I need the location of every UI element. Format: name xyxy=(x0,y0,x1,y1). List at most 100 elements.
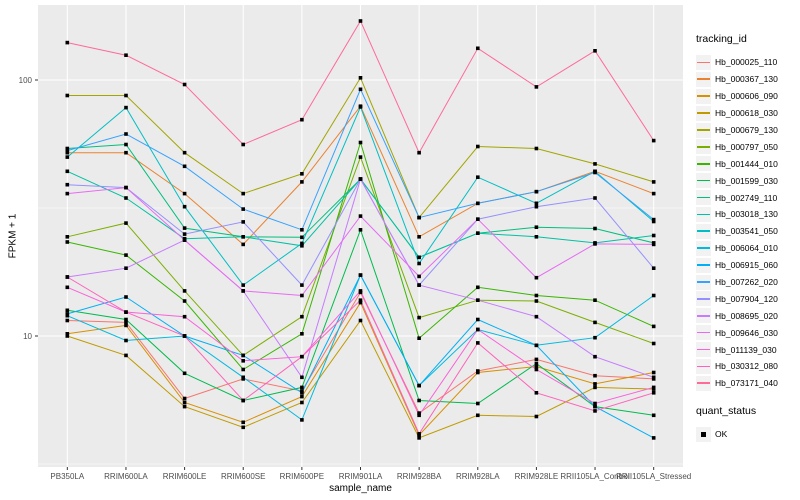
legend-entry-Hb_000618_030: Hb_000618_030 xyxy=(696,105,800,122)
legend-title-quant-status: quant_status xyxy=(696,404,757,417)
legend-label-Hb_008695_020: Hb_008695_020 xyxy=(715,310,778,321)
legend-entry-Hb_011139_030: Hb_011139_030 xyxy=(696,341,800,358)
legend-key-Hb_001444_010 xyxy=(696,156,711,172)
legend-entry-Hb_000797_050: Hb_000797_050 xyxy=(696,138,800,155)
line-swatch-icon xyxy=(697,95,710,97)
line-swatch-icon xyxy=(697,61,710,64)
legend-entry-Hb_001444_010: Hb_001444_010 xyxy=(696,155,800,172)
line-swatch-icon xyxy=(697,314,710,317)
line-swatch-icon xyxy=(697,230,710,233)
legend-label-Hb_006915_060: Hb_006915_060 xyxy=(715,260,778,271)
legend-entry-Hb_007904_120: Hb_007904_120 xyxy=(696,290,800,307)
axis-ticks xyxy=(35,79,655,470)
legend-entry-Hb_030312_080: Hb_030312_080 xyxy=(696,358,800,375)
legend-key-Hb_011139_030 xyxy=(696,342,711,358)
line-swatch-icon xyxy=(697,281,710,283)
legend-key-Hb_003541_050 xyxy=(696,223,711,239)
legend-key-Hb_000797_050 xyxy=(696,139,711,155)
line-swatch-icon xyxy=(697,213,710,216)
legend-quant-status: quant_status OK xyxy=(696,405,800,443)
legend-label-Hb_011139_030: Hb_011139_030 xyxy=(715,344,777,355)
legend-entries-tracking-id: Hb_000025_110 Hb_000367_130 Hb_000606_090 H… xyxy=(696,54,800,392)
legend-label-Hb_007262_020: Hb_007262_020 xyxy=(715,277,778,288)
legend-entry-Hb_007262_020: Hb_007262_020 xyxy=(696,274,800,291)
legend-label-Hb_073171_040: Hb_073171_040 xyxy=(715,378,778,389)
legend-entry-Hb_009646_030: Hb_009646_030 xyxy=(696,324,800,341)
line-swatch-icon xyxy=(697,298,710,300)
legend-key-Hb_000025_110 xyxy=(696,54,711,70)
legend-label-Hb_009646_030: Hb_009646_030 xyxy=(715,327,778,338)
legend-label-Hb_002749_110: Hb_002749_110 xyxy=(715,192,778,203)
y-axis-title: FPKM + 1 xyxy=(7,213,19,259)
line-swatch-icon xyxy=(697,382,710,385)
legend-key-Hb_001599_030 xyxy=(696,173,711,189)
x-tick-label-RRIM901LA: RRIM901LA xyxy=(339,472,383,481)
legend-entry-Hb_000025_110: Hb_000025_110 xyxy=(696,54,800,71)
legend-label-Hb_001444_010: Hb_001444_010 xyxy=(715,158,778,169)
legend-entry-Hb_003018_130: Hb_003018_130 xyxy=(696,206,800,223)
legend-label-Hb_007904_120: Hb_007904_120 xyxy=(715,293,778,304)
legend-key-Hb_000367_130 xyxy=(696,71,711,87)
x-tick-label-RRII105LA_Control: RRII105LA_Control xyxy=(560,472,630,481)
line-swatch-icon xyxy=(697,264,710,266)
legend-key-Hb_003018_130 xyxy=(696,206,711,222)
legend-key-Hb_073171_040 xyxy=(696,375,711,391)
legend-entry-Hb_000679_130: Hb_000679_130 xyxy=(696,122,800,139)
line-swatch-icon xyxy=(697,179,710,182)
line-swatch-icon xyxy=(697,331,710,334)
legend-key-Hb_000679_130 xyxy=(696,122,711,138)
quant-ok-key xyxy=(696,426,711,442)
legend-key-Hb_006064_010 xyxy=(696,240,711,256)
legend-title-tracking-id: tracking_id xyxy=(696,33,747,45)
legend-label-Hb_001599_030: Hb_001599_030 xyxy=(715,175,778,186)
y-tick-label-10: 10 xyxy=(23,332,32,341)
legend-label-Hb_000367_130: Hb_000367_130 xyxy=(715,74,778,85)
legend-key-Hb_007904_120 xyxy=(696,291,711,307)
legend-label-Hb_000025_110: Hb_000025_110 xyxy=(715,57,778,68)
line-swatch-icon xyxy=(697,348,710,351)
legend-entry-Hb_006915_060: Hb_006915_060 xyxy=(696,257,800,274)
line-swatch-icon xyxy=(697,247,710,250)
x-tick-label-RRIM928LE: RRIM928LE xyxy=(515,472,559,481)
legend-label-Hb_000606_090: Hb_000606_090 xyxy=(715,91,778,102)
line-swatch-icon xyxy=(697,365,710,368)
line-swatch-icon xyxy=(697,112,710,114)
legend-key-Hb_000606_090 xyxy=(696,88,711,104)
x-tick-label-RRIM928LA: RRIM928LA xyxy=(456,472,500,481)
x-tick-label-RRIM600PE: RRIM600PE xyxy=(280,472,324,481)
legend-label-Hb_000679_130: Hb_000679_130 xyxy=(715,125,778,135)
data-points xyxy=(65,19,656,440)
legend-entry-Hb_073171_040: Hb_073171_040 xyxy=(696,375,800,392)
legend-entry-Hb_003541_050: Hb_003541_050 xyxy=(696,223,800,240)
x-axis-title: sample_name xyxy=(329,483,392,494)
x-tick-labels: PB350LA RRIM600LA RRIM600LE RRIM600SE RRIM60… xyxy=(50,472,691,481)
line-swatch-icon xyxy=(697,129,710,131)
legend-label-Hb_000797_050: Hb_000797_050 xyxy=(715,141,778,152)
legend-entry-quant-ok: OK xyxy=(696,426,800,443)
legend-key-Hb_002749_110 xyxy=(696,190,711,206)
line-swatch-icon xyxy=(697,145,710,148)
x-tick-label-RRIM600LE: RRIM600LE xyxy=(163,472,207,481)
x-tick-label-RRIM600SE: RRIM600SE xyxy=(221,472,265,481)
legend-key-Hb_009646_030 xyxy=(696,325,711,341)
legend-label-Hb_006064_010: Hb_006064_010 xyxy=(715,243,778,254)
legend-key-Hb_000618_030 xyxy=(696,105,711,121)
y-tick-labels: 10 100 xyxy=(19,76,33,341)
black-square-point-icon xyxy=(701,431,706,437)
x-tick-label-RRII105LA_Stressed: RRII105LA_Stressed xyxy=(616,472,691,481)
legend-entry-Hb_000606_090: Hb_000606_090 xyxy=(696,88,800,105)
line-swatch-icon xyxy=(697,196,710,199)
line-swatch-icon xyxy=(697,78,710,81)
legend-key-Hb_008695_020 xyxy=(696,308,711,324)
legend: tracking_id Hb_000025_110 Hb_000367_130 Hb… xyxy=(696,33,800,443)
legend-key-Hb_030312_080 xyxy=(696,358,711,374)
y-tick-label-100: 100 xyxy=(19,76,33,85)
legend-entry-Hb_006064_010: Hb_006064_010 xyxy=(696,240,800,257)
legend-key-Hb_007262_020 xyxy=(696,274,711,290)
legend-label-quant-ok: OK xyxy=(715,429,728,440)
line-swatch-icon xyxy=(697,162,710,165)
legend-key-Hb_006915_060 xyxy=(696,257,711,273)
legend-entry-Hb_000367_130: Hb_000367_130 xyxy=(696,71,800,88)
